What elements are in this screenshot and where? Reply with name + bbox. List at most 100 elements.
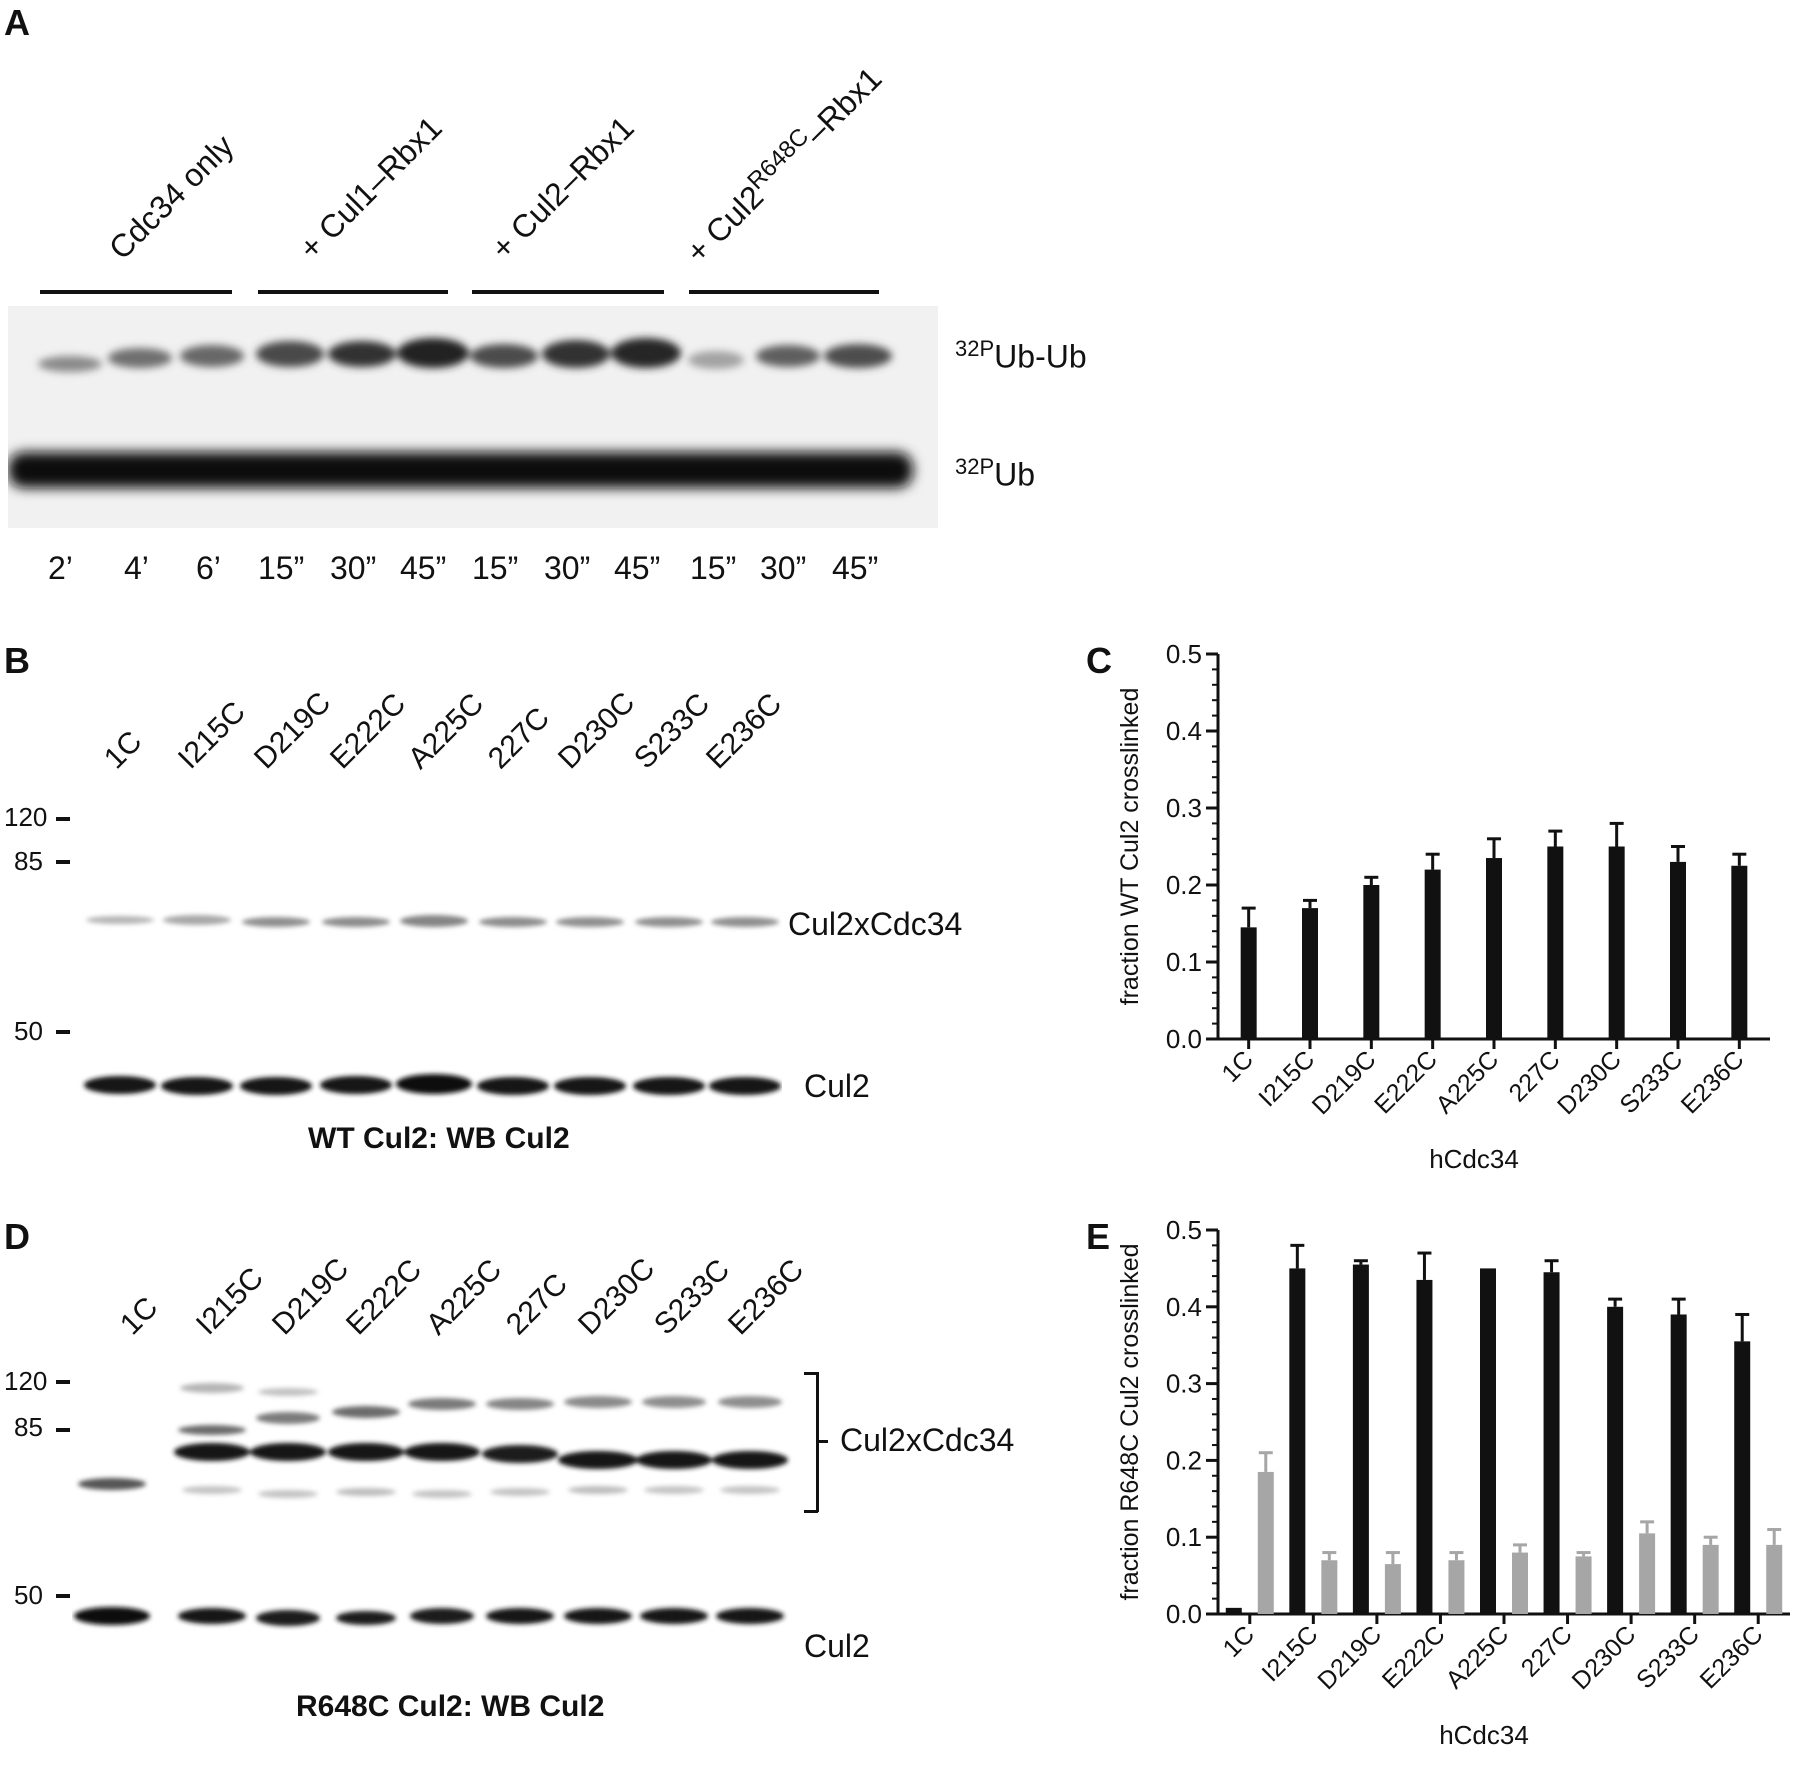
- x-tick-label: D219C: [1307, 1045, 1382, 1120]
- x-tick-label: S233C: [1614, 1045, 1688, 1119]
- x-tick-label: A225C: [1430, 1045, 1504, 1119]
- lane-label: 1C: [113, 1290, 165, 1342]
- mw-marker: 85: [14, 846, 43, 876]
- bar: [1547, 846, 1564, 1039]
- y-tick-label: 0.2: [1166, 1445, 1202, 1475]
- lane-label: D230C: [571, 1251, 662, 1342]
- blot-caption: WT Cul2: WB Cul2: [308, 1122, 570, 1155]
- y-tick-label: 0.2: [1166, 870, 1202, 900]
- x-axis-title: hCdc34: [1439, 1720, 1529, 1750]
- mw-marker: 50: [14, 1580, 43, 1610]
- bar: [1480, 1268, 1496, 1614]
- panel-e-label: E: [1086, 1216, 1111, 1257]
- group-label-cul2-r648c: + Cul2R648C–Rbx1: [678, 60, 889, 270]
- time-label: 45”: [400, 550, 447, 586]
- x-tick-label: E236C: [1676, 1045, 1750, 1119]
- bar: [1734, 1341, 1751, 1614]
- lane-label: E236C: [721, 1253, 811, 1342]
- bar: [1670, 861, 1686, 1039]
- bar: [1352, 1264, 1369, 1614]
- time-label: 15”: [472, 550, 519, 586]
- panel-c-label: C: [1086, 640, 1112, 681]
- time-label: 45”: [614, 550, 661, 586]
- group-underline: [258, 290, 448, 294]
- mw-tick: [56, 1030, 70, 1034]
- bar: [1448, 1560, 1465, 1614]
- bar: [1766, 1544, 1783, 1614]
- group-underline: [40, 290, 232, 294]
- x-tick-label: D219C: [1312, 1620, 1387, 1695]
- bar: [1321, 1560, 1338, 1614]
- x-tick-label: E236C: [1695, 1620, 1769, 1694]
- mw-tick: [56, 1594, 70, 1598]
- x-tick-label: E222C: [1369, 1045, 1443, 1119]
- x-tick-label: E222C: [1377, 1620, 1451, 1694]
- y-tick-label: 0.4: [1166, 716, 1202, 746]
- group-label-cdc34-only: Cdc34 only: [101, 127, 241, 267]
- bar: [1731, 865, 1748, 1039]
- western-blot-d: [74, 1383, 788, 1626]
- bar: [1670, 1314, 1687, 1614]
- bar: [1607, 1306, 1624, 1614]
- lane-label: 227C: [481, 701, 557, 776]
- band-label-cul2: Cul2: [804, 1068, 870, 1104]
- y-tick-label: 0.1: [1166, 1522, 1202, 1552]
- autoradiograph-a: [8, 306, 938, 528]
- bracket: [816, 1440, 828, 1443]
- x-tick-label: S233C: [1631, 1620, 1705, 1694]
- mw-tick: [56, 817, 70, 821]
- bar: [1240, 927, 1257, 1039]
- bar: [1384, 1564, 1401, 1614]
- band-label-cul2xcdc34: Cul2xCdc34: [788, 906, 963, 942]
- x-tick-label: 1C: [1217, 1045, 1259, 1087]
- band-label-cul2xcdc34: Cul2xCdc34: [840, 1422, 1015, 1458]
- bar: [1575, 1556, 1592, 1614]
- time-label: 30”: [544, 550, 591, 586]
- y-tick-label: 0.5: [1166, 640, 1202, 669]
- time-label: 45”: [832, 550, 879, 586]
- group-underline: [689, 290, 879, 294]
- band-label-ub-ub: 32PUb-Ub: [955, 336, 1087, 375]
- panel-a-label: A: [4, 2, 30, 43]
- bracket: [804, 1372, 818, 1375]
- time-label: 6’: [196, 550, 221, 586]
- mw-marker: 120: [4, 802, 48, 832]
- group-underline: [472, 290, 664, 294]
- lane-label: S233C: [627, 687, 717, 776]
- mw-tick: [56, 1380, 70, 1384]
- bracket: [804, 1510, 818, 1513]
- band-label-cul2: Cul2: [804, 1628, 870, 1664]
- bar: [1608, 846, 1625, 1039]
- lane-label: A225C: [401, 687, 491, 776]
- bar: [1302, 908, 1318, 1039]
- time-label: 15”: [690, 550, 737, 586]
- lane-label: I215C: [189, 1261, 270, 1342]
- y-axis-title: fraction R648C Cul2 crosslinked: [1116, 1243, 1144, 1600]
- bar-chart-e: 0.0 0.1 0.2 0.3 0.4 0.5 fraction R648C Cul2 cr…: [1116, 1215, 1790, 1750]
- lane-label: E236C: [699, 687, 789, 776]
- mw-marker: 85: [14, 1412, 43, 1442]
- time-label: 30”: [330, 550, 377, 586]
- mw-marker: 50: [14, 1016, 43, 1046]
- lane-label: E222C: [339, 1253, 429, 1342]
- western-blot-b: [84, 915, 781, 1095]
- y-tick-label: 0.5: [1166, 1215, 1202, 1245]
- x-tick-label: D230C: [1552, 1045, 1627, 1120]
- mw-tick: [56, 1428, 70, 1432]
- time-label: 2’: [48, 550, 73, 586]
- mw-tick: [56, 860, 70, 864]
- x-tick-label: A225C: [1440, 1620, 1514, 1694]
- time-label: 30”: [760, 550, 807, 586]
- bar: [1416, 1279, 1433, 1614]
- bar: [1257, 1471, 1274, 1614]
- lane-label: 227C: [499, 1267, 575, 1342]
- time-label: 4’: [124, 550, 149, 586]
- group-label-cul1: + Cul1–Rbx1: [291, 109, 449, 267]
- panel-b-label: B: [4, 640, 30, 681]
- bar: [1702, 1544, 1719, 1614]
- lane-label: D219C: [265, 1251, 356, 1342]
- band-label-ub: 32PUb: [955, 454, 1036, 493]
- lane-label: I215C: [171, 695, 252, 776]
- bar-chart-c: 0.0 0.1 0.2 0.3 0.4 0.5 fraction WT Cul2 cross…: [1116, 640, 1770, 1174]
- lane-label: E222C: [323, 687, 413, 776]
